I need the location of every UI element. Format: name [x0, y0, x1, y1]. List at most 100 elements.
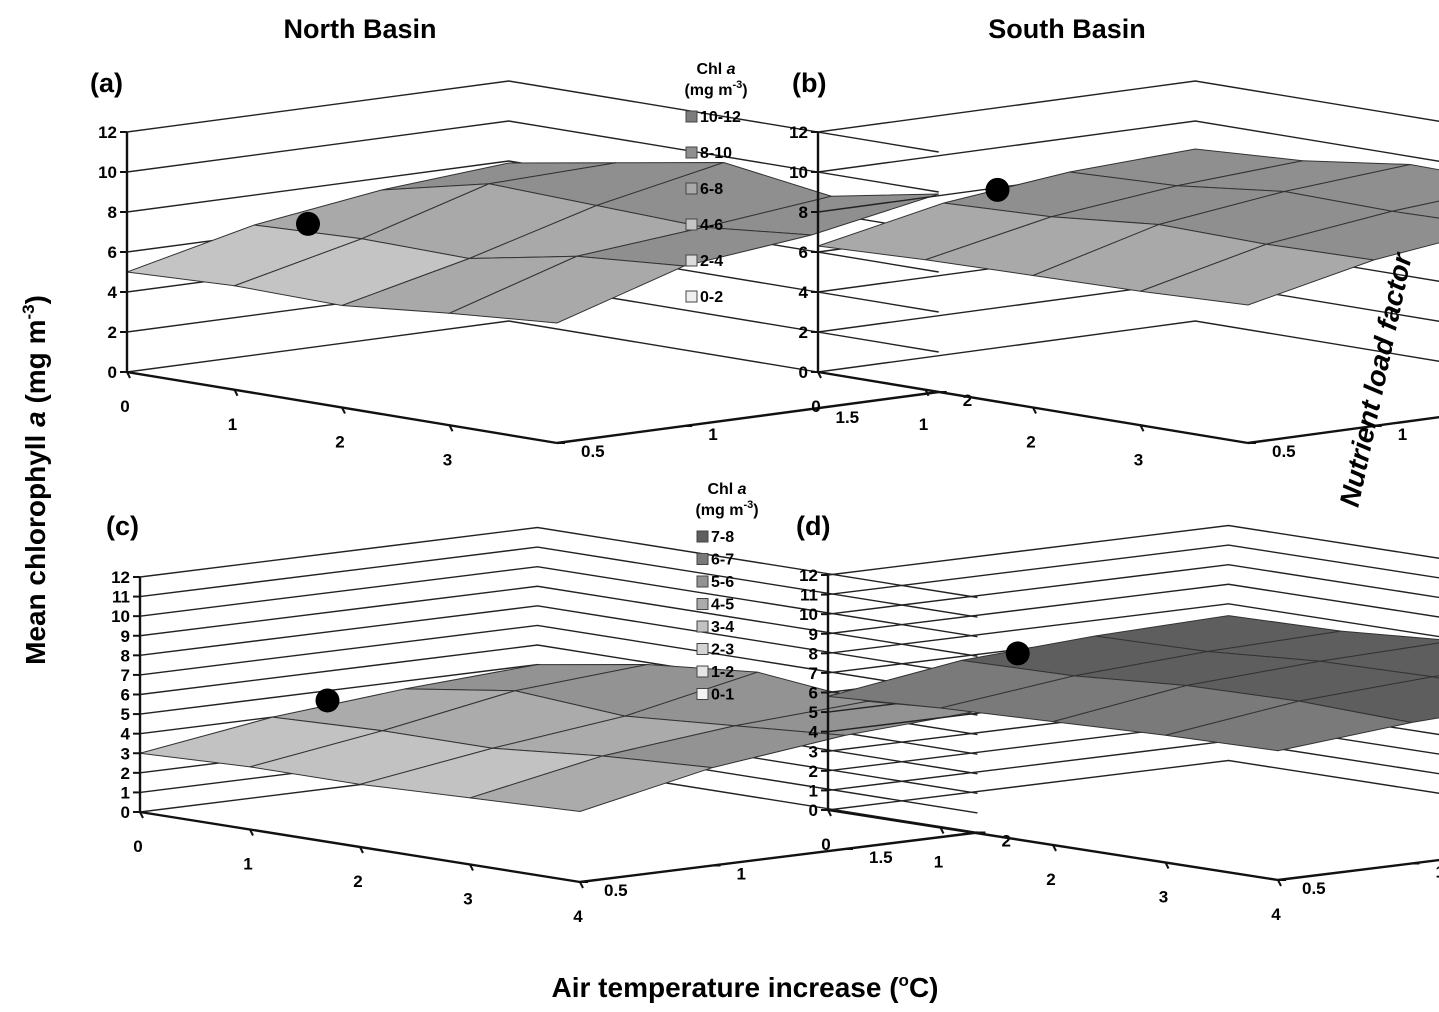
- y-tick-label: 6: [799, 243, 808, 262]
- legend-swatch: [685, 218, 698, 231]
- y-tick-label: 4: [809, 723, 819, 742]
- legend-swatch: [685, 146, 698, 159]
- x-tick-label: 2: [1046, 870, 1055, 889]
- y-tick-label: 10: [111, 607, 130, 626]
- y-tick-label: 11: [112, 588, 130, 607]
- legend-swatch: [685, 254, 698, 267]
- y-tick-label: 3: [121, 744, 130, 763]
- nutrient-tick-label: 2: [963, 391, 972, 410]
- x-tick-mark: [1139, 424, 1145, 432]
- gridline: [126, 320, 939, 393]
- x-tick-label: 3: [1159, 888, 1168, 907]
- x-tick-mark: [469, 864, 474, 871]
- legend-item-label: 6-8: [700, 181, 723, 198]
- x-tick-label: 0: [120, 397, 129, 416]
- panel-label-c: (c): [106, 511, 139, 541]
- y-tick-label: 0: [799, 363, 808, 382]
- legend-item-label: 2-4: [700, 253, 723, 270]
- current-conditions-marker: [985, 177, 1010, 202]
- nutrient-axis-line: [579, 831, 978, 884]
- legend-item-label: 7-8: [711, 529, 734, 546]
- x-tick-label: 2: [335, 433, 344, 452]
- y-tick-label: 5: [809, 703, 818, 722]
- nutrient-tick-label: 1.5: [836, 408, 860, 427]
- legend-item-label: 5-6: [711, 574, 734, 591]
- legend-swatch: [696, 598, 709, 610]
- x-tick-label: 4: [573, 907, 583, 926]
- gridline: [817, 320, 1439, 373]
- legend-item-label: 8-10: [700, 145, 732, 162]
- gridline: [827, 603, 1439, 655]
- nutrient-tick-label: 1: [708, 425, 717, 444]
- legend-title: Chl a: [707, 481, 746, 498]
- col-title-north: North Basin: [283, 14, 436, 44]
- legend-item-label: 4-5: [711, 597, 734, 614]
- y-tick-label: 12: [799, 566, 818, 585]
- nutrient-tick-label: 0.5: [1302, 879, 1326, 898]
- y-axis-label: Mean chlorophyll a (mg m-3): [19, 295, 51, 665]
- x-tick-mark: [1052, 844, 1057, 852]
- x-tick-label: 1: [934, 853, 943, 872]
- panel-label-d: (d): [796, 511, 830, 541]
- gridline: [827, 544, 1439, 596]
- nutrient-tick-label: 1: [737, 865, 746, 884]
- legend-item-label: 10-12: [700, 109, 741, 126]
- surface-cell: [1391, 200, 1439, 219]
- y-tick-label: 2: [121, 764, 130, 783]
- y-tick-label: 1: [809, 781, 818, 800]
- gridline: [827, 563, 1439, 615]
- surface-cell: [1140, 243, 1374, 306]
- x-tick-label: 3: [443, 450, 452, 469]
- y-tick-label: 12: [98, 123, 117, 142]
- y-tick-label: 0: [809, 801, 818, 820]
- legend-item-label: 1-2: [711, 664, 734, 681]
- legend-swatch: [685, 290, 698, 303]
- y-tick-label: 4: [108, 283, 118, 302]
- nutrient-tick-label: 1: [1398, 425, 1407, 444]
- x-tick-label: 0: [821, 835, 830, 854]
- x-tick-label: 1: [243, 855, 252, 874]
- y-tick-label: 10: [799, 605, 818, 624]
- legend-swatch: [685, 182, 698, 195]
- y-tick-label: 3: [809, 742, 818, 761]
- legend-swatch: [696, 688, 709, 700]
- y-tick-label: 12: [789, 123, 808, 142]
- y-tick-label: 8: [799, 203, 808, 222]
- nutrient-tick-label: 1.5: [869, 848, 893, 867]
- x-tick-label: 2: [353, 872, 362, 891]
- y-tick-label: 0: [121, 803, 130, 822]
- gridline: [827, 740, 1439, 792]
- current-conditions-marker: [296, 211, 320, 236]
- y-tick-label: 6: [121, 686, 130, 705]
- legend-swatch: [696, 530, 709, 543]
- x-tick-label: 3: [463, 890, 472, 909]
- gridline: [817, 80, 1439, 133]
- legend-item-label: 0-1: [711, 687, 734, 704]
- nutrient-tick-label: 1: [1436, 863, 1439, 882]
- current-conditions-marker: [1005, 641, 1030, 666]
- x-tick-label: 1: [228, 415, 237, 434]
- y-tick-label: 8: [108, 203, 117, 222]
- y-tick-label: 10: [789, 163, 808, 182]
- x-tick-mark: [827, 809, 832, 817]
- x-tick-mark: [939, 827, 945, 834]
- y-tick-label: 5: [121, 705, 130, 724]
- x-axis-label: Air temperature increase (oC): [552, 971, 939, 1003]
- legend-swatch: [696, 620, 709, 633]
- y-tick-label: 12: [111, 568, 130, 587]
- gridline: [126, 80, 939, 153]
- gridline: [827, 583, 1439, 635]
- surface-cell: [1165, 700, 1412, 752]
- legend-unit: (mg m-3): [684, 79, 747, 99]
- y-tick-label: 9: [121, 627, 130, 646]
- legend-item-label: 2-3: [711, 642, 734, 659]
- nutrient-axis-line: [556, 390, 939, 445]
- current-conditions-marker: [315, 688, 340, 713]
- x-tick-mark: [233, 389, 239, 397]
- surface-cell: [447, 255, 687, 324]
- y-tick-label: 6: [809, 684, 818, 703]
- x-tick-mark: [817, 371, 822, 379]
